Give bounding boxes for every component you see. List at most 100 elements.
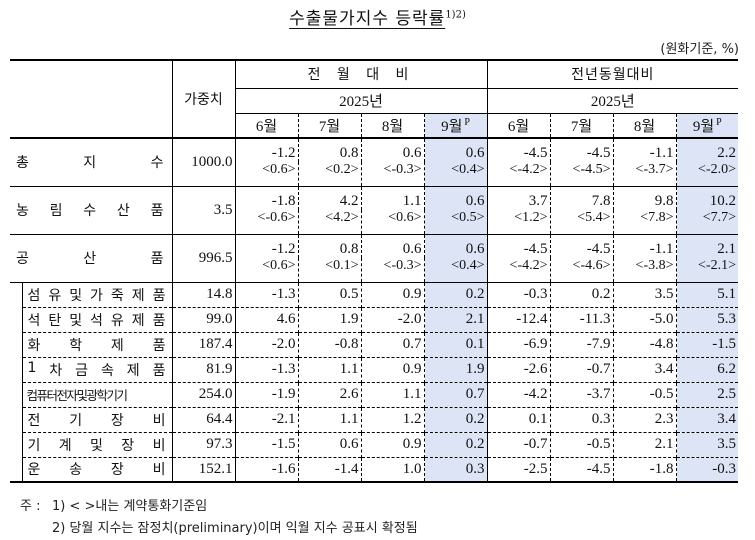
value-cell: 6.2 bbox=[676, 356, 738, 382]
row-label-char: 림 bbox=[49, 203, 63, 219]
weight-cell: 3.5 bbox=[172, 185, 236, 235]
table-row-major: 농 림 수 산 품 3.5 -1.8 4.2 1.1 0.6 3.7 7.8 9.8 10.2 bbox=[10, 185, 738, 235]
row-label-char: 비 bbox=[152, 462, 166, 479]
row-label-char: 제 bbox=[131, 287, 145, 304]
contract-currency-cell: <-3.7> bbox=[613, 162, 677, 186]
contract-currency-cell: <-4.2> bbox=[487, 162, 551, 186]
header-month-yoy-9월: 9월 P bbox=[676, 113, 738, 139]
footnote-2: 2) 당월 지수는 잠정치(preliminary)이며 익월 지수 공표시 확… bbox=[52, 521, 418, 536]
value-cell: -1.9 bbox=[235, 381, 299, 407]
row-label-char: 화 bbox=[27, 337, 41, 354]
value-cell: 0.8 bbox=[298, 137, 362, 162]
value-cell: -1.8 bbox=[235, 185, 299, 210]
value-cell: 3.5 bbox=[613, 281, 677, 307]
row-label-text: 컴퓨터전자및광학기기 bbox=[26, 388, 129, 403]
value-cell: -1.5 bbox=[676, 331, 738, 357]
value-cell: 2.6 bbox=[298, 381, 362, 407]
row-label-char: 농 bbox=[16, 203, 29, 219]
value-cell: -12.4 bbox=[487, 306, 551, 332]
row-label-char: 학 bbox=[69, 337, 83, 354]
row-label-char: 기 bbox=[27, 437, 41, 454]
contract-currency-cell: <-4.6> bbox=[550, 258, 614, 282]
row-label-char: 총 bbox=[16, 155, 29, 172]
value-cell: 1.1 bbox=[361, 185, 425, 210]
footnote-1: 1) < >내는 계약통화기준임 bbox=[52, 499, 208, 514]
value-cell: -0.8 bbox=[298, 331, 362, 357]
header-corner bbox=[10, 59, 173, 139]
row-label-char: 유 bbox=[48, 287, 62, 304]
value-cell: 0.8 bbox=[298, 233, 362, 258]
page-title: 수출물가지수 등락률1)2) bbox=[0, 4, 755, 29]
row-label-char: 비 bbox=[152, 437, 166, 454]
row-label-char: 제 bbox=[110, 337, 124, 354]
value-cell: 9.8 bbox=[613, 185, 677, 210]
value-cell: -6.9 bbox=[487, 331, 551, 357]
value-cell: -1.3 bbox=[235, 281, 299, 307]
value-cell: -2.6 bbox=[487, 356, 551, 382]
value-cell: 0.1 bbox=[424, 331, 488, 357]
value-cell: 0.3 bbox=[550, 406, 614, 432]
value-cell: 2.1 bbox=[424, 306, 488, 332]
header-month-mom-7월: 7월 bbox=[298, 113, 362, 139]
row-label-char: 계 bbox=[58, 437, 72, 454]
contract-currency-cell: <-4.5> bbox=[550, 162, 614, 186]
contract-currency-cell: <0.6> bbox=[235, 258, 299, 282]
month-label: 7월 bbox=[318, 118, 341, 135]
month-label: 6월 bbox=[507, 118, 530, 135]
value-cell: 3.4 bbox=[613, 356, 677, 382]
table-row-subitem: 석 탄 및 석 유 제 품 99.0 4.6 1.9 -2.0 2.1 -12.4 -11.3 -5.0 5.… bbox=[10, 306, 738, 332]
row-label-char: 속 bbox=[100, 362, 114, 379]
value-cell: -0.3 bbox=[487, 281, 551, 307]
table-row-contract: <0.6> <0.1> <-0.3> <0.4> <-4.2> <-4.6> <-3.8> <… bbox=[10, 258, 738, 282]
value-cell: -1.2 bbox=[235, 137, 299, 162]
row-label-char: 수 bbox=[150, 155, 164, 172]
value-cell: 1.9 bbox=[424, 356, 488, 382]
indent-spacer bbox=[10, 332, 22, 357]
value-cell: -4.5 bbox=[550, 456, 614, 483]
value-cell: 1.2 bbox=[361, 406, 425, 432]
header-group-mom: 전 월 대 비 bbox=[235, 59, 487, 89]
row-label-char: 품 bbox=[152, 362, 166, 379]
value-cell: 3.4 bbox=[676, 406, 738, 432]
value-cell: -2.0 bbox=[235, 331, 299, 357]
value-cell: -3.7 bbox=[550, 381, 614, 407]
row-label-char: 품 bbox=[152, 312, 166, 329]
value-cell: -1.8 bbox=[613, 456, 677, 483]
unit-label: (원화기준, %) bbox=[660, 42, 739, 57]
contract-currency-cell: <7.7> bbox=[676, 210, 738, 234]
row-label-char: 지 bbox=[83, 155, 97, 172]
value-cell: 0.2 bbox=[424, 406, 488, 432]
value-cell: 1.1 bbox=[361, 381, 425, 407]
value-cell: -5.0 bbox=[613, 306, 677, 332]
value-cell: 4.2 bbox=[298, 185, 362, 210]
row-label-char: 석 bbox=[90, 312, 103, 329]
value-cell: 1.1 bbox=[298, 356, 362, 382]
value-cell: 7.8 bbox=[550, 185, 614, 210]
value-cell: 2.2 bbox=[676, 137, 738, 162]
row-label-char: 산 bbox=[116, 203, 130, 219]
indent-spacer bbox=[10, 382, 22, 407]
value-cell: -0.5 bbox=[550, 431, 614, 457]
row-label-char: 및 bbox=[69, 287, 83, 304]
weight-cell: 14.8 bbox=[172, 281, 236, 307]
weight-cell: 152.1 bbox=[172, 456, 236, 483]
contract-currency-cell: <-0.3> bbox=[361, 162, 425, 186]
header-month-yoy-6월: 6월 bbox=[487, 113, 551, 139]
row-label-char: 1 bbox=[27, 359, 37, 376]
contract-currency-cell: <0.4> bbox=[424, 162, 488, 186]
export-price-index-table: 가중치 전 월 대 비 전년동월대비 2025년 2025년 6월 7월 8월 9월 P… bbox=[10, 59, 738, 483]
value-cell: -4.2 bbox=[487, 381, 551, 407]
value-cell: 0.2 bbox=[424, 281, 488, 307]
value-cell: -1.4 bbox=[298, 456, 362, 483]
row-label-char: 금 bbox=[75, 362, 89, 379]
value-cell: 0.9 bbox=[361, 281, 425, 307]
contract-currency-cell: <0.4> bbox=[424, 258, 488, 282]
header-year-mom: 2025년 bbox=[235, 88, 487, 114]
